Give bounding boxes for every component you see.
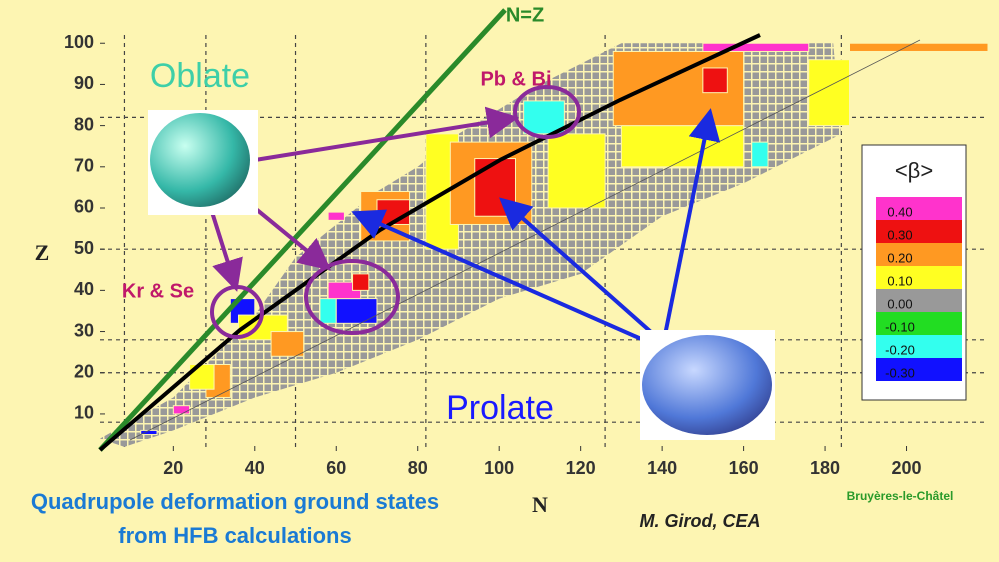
legend-label: 0.00 bbox=[887, 296, 912, 311]
legend-title: <β> bbox=[895, 158, 933, 183]
x-tick-label: 160 bbox=[729, 458, 759, 478]
x-tick-label: 20 bbox=[163, 458, 183, 478]
x-tick-label: 80 bbox=[408, 458, 428, 478]
chart: 20 40 60 80 100 120 140 160 180 200 10 20 30 40 50 60 70… bbox=[0, 0, 999, 562]
y-tick-label: 30 bbox=[74, 320, 94, 340]
nuclide-region bbox=[703, 43, 809, 51]
legend-label: -0.30 bbox=[885, 365, 915, 380]
nuclide-region bbox=[548, 134, 605, 208]
nuclide-region bbox=[328, 212, 344, 220]
x-tick-label: 40 bbox=[245, 458, 265, 478]
nuclide-region bbox=[850, 43, 988, 51]
credit: M. Girod, CEA bbox=[640, 511, 761, 531]
x-tick-label: 100 bbox=[484, 458, 514, 478]
nuclide-region bbox=[752, 142, 768, 167]
y-tick-label: 90 bbox=[74, 73, 94, 93]
legend-label: 0.20 bbox=[887, 250, 912, 265]
x-tick-label: 200 bbox=[892, 458, 922, 478]
nz-label: N=Z bbox=[506, 4, 544, 26]
nuclide-region bbox=[703, 68, 727, 93]
legend-label: 0.40 bbox=[887, 204, 912, 219]
y-tick-label: 70 bbox=[74, 156, 94, 176]
legend-label: -0.20 bbox=[885, 342, 915, 357]
legend-label: 0.30 bbox=[887, 227, 912, 242]
legend-label: 0.10 bbox=[887, 273, 912, 288]
nuclide-region bbox=[271, 332, 304, 357]
nuclide-region bbox=[336, 299, 377, 324]
y-tick-label: 40 bbox=[74, 279, 94, 299]
nuclide-region bbox=[353, 274, 369, 290]
y-axis-label: Z bbox=[35, 240, 50, 265]
nuclide-region bbox=[173, 406, 189, 414]
annotation: Kr & Se bbox=[122, 280, 194, 302]
y-tick-label: 10 bbox=[74, 403, 94, 423]
x-tick-label: 60 bbox=[326, 458, 346, 478]
x-axis-label: N bbox=[532, 492, 548, 517]
y-tick-label: 60 bbox=[74, 197, 94, 217]
oblate-shape bbox=[150, 113, 250, 207]
y-tick-label: 50 bbox=[74, 238, 94, 258]
y-tick-label: 80 bbox=[74, 114, 94, 134]
annotation: Pb & Bi bbox=[480, 68, 551, 90]
caption: Quadrupole deformation ground states bbox=[31, 489, 439, 514]
x-tick-label: 180 bbox=[810, 458, 840, 478]
nuclide-region bbox=[141, 430, 157, 434]
caption: from HFB calculations bbox=[118, 523, 351, 548]
y-tick-label: 20 bbox=[74, 361, 94, 381]
nuclide-region bbox=[809, 60, 850, 126]
x-tick-label: 120 bbox=[566, 458, 596, 478]
annotation: Oblate bbox=[150, 57, 250, 95]
place: Bruyères-le-Châtel bbox=[847, 489, 954, 503]
nuclide-region bbox=[320, 299, 336, 324]
annotation: Prolate bbox=[446, 389, 554, 427]
prolate-shape bbox=[642, 335, 772, 435]
y-tick-label: 100 bbox=[64, 32, 94, 52]
legend: 0.40 0.30 0.20 0.10 0.00 -0.10 -0.20 -0.30 bbox=[876, 197, 962, 381]
x-tick-label: 140 bbox=[647, 458, 677, 478]
legend-label: -0.10 bbox=[885, 319, 915, 334]
